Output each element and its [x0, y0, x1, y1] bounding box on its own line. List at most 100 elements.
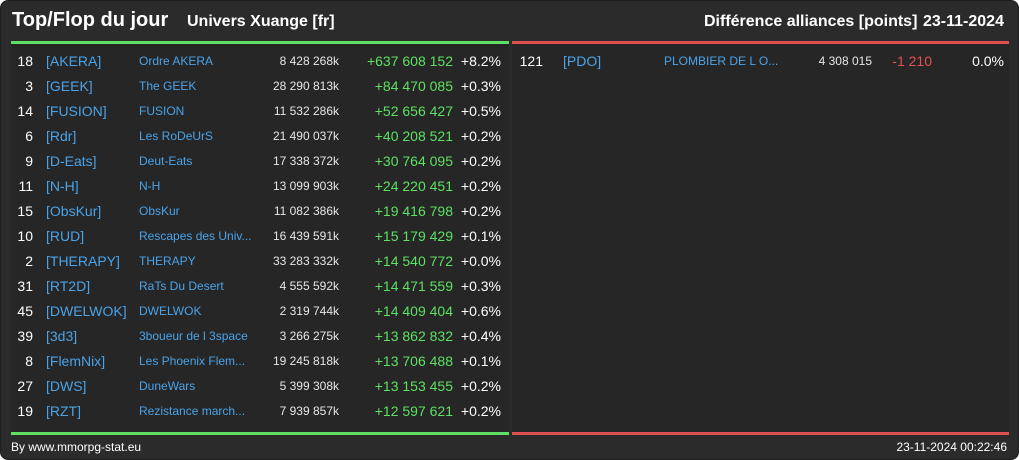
points: 2 319 744k — [279, 304, 339, 318]
rank: 8 — [25, 353, 33, 369]
percent-change: +0.1% — [460, 228, 501, 244]
points: 5 399 308k — [279, 379, 339, 393]
alliance-name[interactable]: Les RoDeUrS — [139, 129, 214, 143]
alliance-tag[interactable]: [RT2D] — [46, 278, 91, 294]
top-row: 39 [3d3] 3boueur de l 3space 3 266 275k +13 … — [11, 324, 509, 349]
alliance-tag[interactable]: [DWS] — [46, 378, 87, 394]
top-row: 2 [THERAPY] THERAPY 33 283 332k +14 540 772 +… — [11, 249, 509, 274]
rank: 15 — [17, 203, 33, 219]
points: 19 245 818k — [272, 354, 339, 368]
rank: 19 — [17, 403, 33, 419]
points: 7 939 857k — [279, 404, 339, 418]
points-delta: +19 416 798 — [374, 203, 453, 219]
alliance-name[interactable]: RaTs Du Desert — [139, 279, 224, 293]
points-delta: +30 764 095 — [374, 153, 453, 169]
top-row: 6 [Rdr] Les RoDeUrS 21 490 037k +40 208 521 +… — [11, 124, 509, 149]
points: 17 338 372k — [272, 154, 339, 168]
alliance-name[interactable]: DWELWOK — [139, 304, 202, 318]
alliance-tag[interactable]: [RUD] — [46, 228, 85, 244]
points: 16 439 591k — [272, 229, 339, 243]
alliance-tag[interactable]: [3d3] — [46, 328, 78, 344]
rank: 3 — [25, 78, 33, 94]
points: 11 082 386k — [273, 204, 339, 218]
points-delta: +13 862 832 — [374, 328, 453, 344]
points: 11 532 286k — [273, 104, 339, 118]
rank: 10 — [17, 228, 33, 244]
alliance-tag[interactable]: [FlemNix] — [46, 353, 106, 369]
alliance-tag[interactable]: [RZT] — [46, 403, 81, 419]
alliance-name[interactable]: Rescapes des Univ... — [139, 229, 252, 243]
points-delta: +84 470 085 — [374, 78, 453, 94]
top-row: 15 [ObsKur] ObsKur 11 082 386k +19 416 798 +0… — [11, 199, 509, 224]
points-delta: +24 220 451 — [374, 178, 453, 194]
points: 21 490 037k — [272, 129, 339, 143]
points: 4 555 592k — [279, 279, 339, 293]
top-panel: 18 [AKERA] Ordre AKERA 8 428 268k +637 608 1… — [11, 41, 509, 435]
flop-row: 121 [PDO] PLOMBIER DE L O... 4 308 015 -1 21… — [512, 49, 1009, 74]
percent-change: +0.3% — [460, 78, 501, 94]
rank: 27 — [17, 378, 33, 394]
points-delta: +13 153 455 — [374, 378, 453, 394]
points-delta: +40 208 521 — [374, 128, 453, 144]
page-title: Top/Flop du jour — [12, 9, 169, 31]
alliance-name[interactable]: 3boueur de l 3space — [139, 329, 248, 343]
points: 3 266 275k — [279, 329, 339, 343]
percent-change: 0.0% — [972, 53, 1004, 69]
rank: 31 — [17, 278, 33, 294]
alliance-name[interactable]: The GEEK — [139, 79, 197, 93]
percent-change: +0.1% — [460, 353, 501, 369]
alliance-tag[interactable]: [Rdr] — [46, 128, 77, 144]
top-row: 45 [DWELWOK] DWELWOK 2 319 744k +14 409 404 +… — [11, 299, 509, 324]
alliance-tag[interactable]: [ObsKur] — [46, 203, 102, 219]
universe-label: Univers Xuange [fr] — [187, 13, 335, 30]
alliance-name[interactable]: N-H — [139, 179, 161, 193]
points-delta: +14 409 404 — [374, 303, 453, 319]
rank: 121 — [519, 53, 543, 69]
alliance-name[interactable]: Deut-Eats — [139, 154, 193, 168]
points-delta: +15 179 429 — [374, 228, 453, 244]
alliance-name[interactable]: Les Phoenix Flem... — [139, 354, 246, 368]
header: Top/Flop du jour Univers Xuange [fr] Dif… — [1, 1, 1018, 41]
percent-change: +0.4% — [460, 328, 501, 344]
alliance-name[interactable]: THERAPY — [139, 254, 196, 268]
top-row: 10 [RUD] Rescapes des Univ... 16 439 591k +1… — [11, 224, 509, 249]
points-delta: +637 608 152 — [366, 53, 453, 69]
alliance-tag[interactable]: [DWELWOK] — [46, 303, 127, 319]
rank: 14 — [17, 103, 33, 119]
points-delta: -1 210 — [892, 53, 932, 69]
rank: 11 — [18, 178, 33, 194]
alliance-name[interactable]: FUSION — [139, 104, 185, 118]
percent-change: +0.2% — [460, 153, 501, 169]
top-row: 27 [DWS] DuneWars 5 399 308k +13 153 455 +0.2… — [11, 374, 509, 399]
top-row: 14 [FUSION] FUSION 11 532 286k +52 656 427 +0… — [11, 99, 509, 124]
source-credit[interactable]: By www.mmorpg-stat.eu — [11, 440, 142, 454]
alliance-tag[interactable]: [AKERA] — [46, 53, 102, 69]
alliance-tag[interactable]: [GEEK] — [46, 78, 93, 94]
alliance-tag[interactable]: [PDO] — [563, 53, 602, 69]
alliance-tag[interactable]: [D-Eats] — [46, 153, 97, 169]
alliance-name[interactable]: Rezistance march... — [139, 404, 246, 418]
rank: 9 — [25, 153, 33, 169]
percent-change: +0.6% — [460, 303, 501, 319]
points: 33 283 332k — [272, 254, 339, 268]
alliance-name[interactable]: Ordre AKERA — [139, 54, 214, 68]
points: 8 428 268k — [279, 54, 339, 68]
alliance-name[interactable]: ObsKur — [139, 204, 180, 218]
date-label: 23-11-2024 — [923, 13, 1004, 30]
percent-change: +0.0% — [460, 253, 501, 269]
alliance-tag[interactable]: [THERAPY] — [46, 253, 120, 269]
points-delta: +14 471 559 — [374, 278, 453, 294]
rank: 6 — [25, 128, 33, 144]
points: 4 308 015 — [818, 54, 872, 68]
top-row: 9 [D-Eats] Deut-Eats 17 338 372k +30 764 095… — [11, 149, 509, 174]
rank: 2 — [25, 253, 33, 269]
alliance-name[interactable]: PLOMBIER DE L O... — [664, 54, 779, 68]
alliance-tag[interactable]: [N-H] — [46, 178, 79, 194]
top-row: 18 [AKERA] Ordre AKERA 8 428 268k +637 608 1… — [11, 49, 509, 74]
points-delta: +14 540 772 — [374, 253, 453, 269]
flop-panel: 121 [PDO] PLOMBIER DE L O... 4 308 015 -1 21… — [512, 41, 1009, 435]
alliance-tag[interactable]: [FUSION] — [46, 103, 107, 119]
alliance-name[interactable]: DuneWars — [139, 379, 196, 393]
percent-change: +0.2% — [460, 378, 501, 394]
